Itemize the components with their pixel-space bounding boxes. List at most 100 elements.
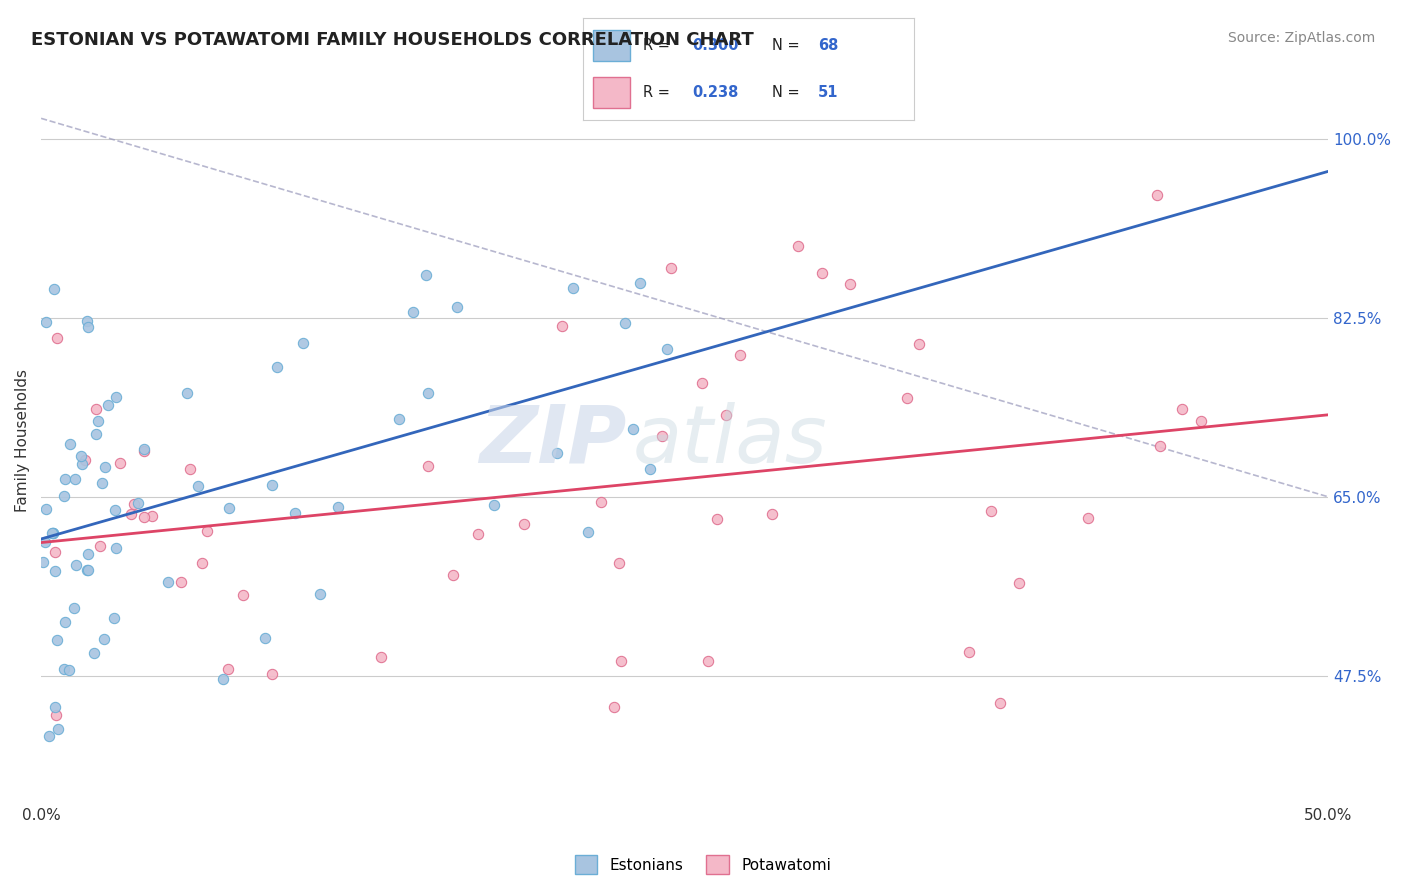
Point xyxy=(446,300,468,314)
Point xyxy=(716,408,738,422)
Point xyxy=(980,504,1002,518)
Point xyxy=(388,411,411,425)
Point xyxy=(696,654,718,668)
Point xyxy=(132,443,155,458)
Point xyxy=(44,545,66,559)
Point xyxy=(45,632,67,647)
Point xyxy=(328,500,350,514)
Point xyxy=(1189,414,1212,428)
Point xyxy=(65,558,87,573)
Point xyxy=(551,318,574,333)
Point xyxy=(728,348,751,362)
Point xyxy=(415,268,437,282)
Text: ZIP: ZIP xyxy=(479,401,627,480)
Point xyxy=(218,500,240,515)
Point xyxy=(988,696,1011,710)
Text: 68: 68 xyxy=(818,38,838,53)
Point xyxy=(53,472,76,486)
Point xyxy=(42,526,65,541)
Point xyxy=(811,266,834,280)
Point xyxy=(105,541,128,556)
Point xyxy=(610,654,633,668)
Point xyxy=(628,276,651,290)
FancyBboxPatch shape xyxy=(593,78,630,108)
Point xyxy=(1171,402,1194,417)
Point xyxy=(52,662,75,676)
Text: Source: ZipAtlas.com: Source: ZipAtlas.com xyxy=(1227,31,1375,45)
Point xyxy=(1149,439,1171,453)
Text: ESTONIAN VS POTAWATOMI FAMILY HOUSEHOLDS CORRELATION CHART: ESTONIAN VS POTAWATOMI FAMILY HOUSEHOLDS… xyxy=(31,31,754,49)
Point xyxy=(402,305,425,319)
Point xyxy=(70,457,93,471)
Point xyxy=(45,707,67,722)
Point xyxy=(108,456,131,470)
Point xyxy=(416,385,439,400)
Point xyxy=(42,526,65,541)
Point xyxy=(86,414,108,428)
Text: R =: R = xyxy=(643,38,675,53)
Point xyxy=(513,517,536,532)
Point xyxy=(187,479,209,493)
Point xyxy=(370,650,392,665)
Point xyxy=(44,700,66,714)
Point xyxy=(127,496,149,510)
Point xyxy=(38,729,60,743)
Point xyxy=(1008,575,1031,590)
Point xyxy=(59,437,82,451)
Point xyxy=(291,336,314,351)
Point xyxy=(441,567,464,582)
Point xyxy=(546,446,568,460)
Point xyxy=(176,386,198,401)
Point xyxy=(76,314,98,328)
Point xyxy=(260,478,283,492)
Point xyxy=(94,460,117,475)
Point xyxy=(651,429,673,443)
Point xyxy=(120,507,142,521)
Text: 0.300: 0.300 xyxy=(693,38,740,53)
Point xyxy=(141,508,163,523)
Point xyxy=(77,320,100,334)
Point xyxy=(482,498,505,512)
Point xyxy=(957,645,980,659)
Point xyxy=(179,461,201,475)
Point xyxy=(284,506,307,520)
Point xyxy=(77,562,100,576)
Point xyxy=(621,421,644,435)
Text: R =: R = xyxy=(643,86,675,100)
Point xyxy=(58,663,80,677)
Point xyxy=(640,462,662,476)
Point xyxy=(83,647,105,661)
Point xyxy=(103,611,125,625)
Point xyxy=(34,534,56,549)
Point xyxy=(190,556,212,570)
Text: 51: 51 xyxy=(818,86,838,100)
Point xyxy=(97,398,120,412)
Point xyxy=(614,316,637,330)
Point xyxy=(418,458,440,473)
Point xyxy=(122,497,145,511)
Point xyxy=(706,512,728,526)
Point xyxy=(591,495,613,509)
Point xyxy=(838,277,860,291)
Point xyxy=(132,442,155,457)
Point xyxy=(104,391,127,405)
Point xyxy=(86,401,108,416)
Text: 0.238: 0.238 xyxy=(693,86,740,100)
Point xyxy=(217,662,239,676)
Point xyxy=(69,450,91,464)
Point xyxy=(467,527,489,541)
Point xyxy=(786,239,808,253)
Point xyxy=(63,471,86,485)
Point xyxy=(170,575,193,590)
Point xyxy=(35,501,58,516)
Point xyxy=(157,574,180,589)
Text: atlas: atlas xyxy=(633,401,828,480)
Point xyxy=(134,509,156,524)
Point xyxy=(103,503,125,517)
Point xyxy=(659,261,682,276)
Point xyxy=(253,631,276,645)
Point xyxy=(93,632,115,646)
Point xyxy=(52,489,75,503)
Point xyxy=(907,337,929,351)
Point xyxy=(84,427,107,442)
